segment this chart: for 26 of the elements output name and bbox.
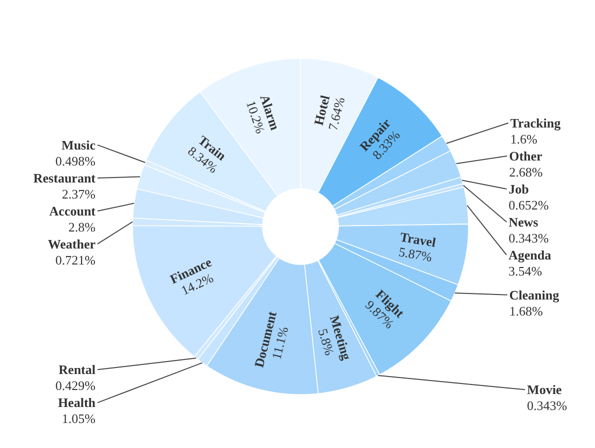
slice-label: Agenda [508, 247, 552, 262]
slice-label: Job [508, 181, 529, 196]
slice-label: Movie [527, 382, 562, 398]
data-label: 0.343% [508, 230, 549, 246]
slice-label: Rental [58, 362, 96, 378]
data-label: 2.37% [62, 186, 96, 202]
data-label: 3.54% [508, 263, 542, 278]
slice-label: Weather [48, 236, 96, 252]
data-label: 2.68% [509, 164, 543, 180]
data-label: 2.8% [68, 219, 96, 234]
data-label: 0.429% [55, 378, 96, 394]
slice-label: News [508, 214, 538, 230]
slice-label: Restaurant [33, 170, 96, 186]
data-label: 1.05% [62, 411, 96, 426]
data-label: 1.6% [510, 131, 538, 146]
slice-label: Tracking [510, 115, 562, 130]
data-label: 0.343% [527, 398, 568, 414]
slice-label: Account [49, 203, 96, 218]
data-label: 0.498% [55, 153, 96, 168]
data-label: 0.652% [508, 197, 549, 212]
slice-label: Music [62, 137, 96, 152]
data-label: 1.68% [509, 303, 543, 318]
slice-label: Other [509, 148, 543, 164]
slice-label: Health [58, 395, 96, 410]
data-label: 0.721% [55, 252, 96, 268]
slice-label: Cleaning [509, 287, 560, 302]
